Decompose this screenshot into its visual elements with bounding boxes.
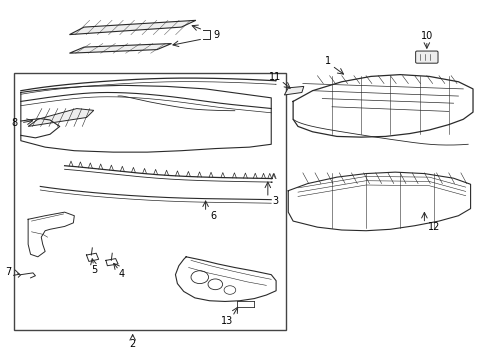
FancyBboxPatch shape (415, 51, 437, 63)
Polygon shape (69, 20, 196, 35)
Text: 2: 2 (129, 339, 136, 348)
Text: 10: 10 (420, 31, 432, 41)
Polygon shape (69, 44, 171, 53)
Text: 6: 6 (210, 211, 216, 221)
Text: 4: 4 (119, 269, 125, 279)
Text: 7: 7 (5, 267, 12, 277)
Bar (14, 73, 285, 330)
Text: 3: 3 (272, 197, 278, 206)
Text: 13: 13 (221, 316, 233, 326)
Text: 8: 8 (11, 118, 17, 128)
Text: 12: 12 (427, 222, 440, 232)
Text: 11: 11 (268, 72, 280, 82)
Text: 9: 9 (212, 30, 219, 40)
Text: 5: 5 (91, 265, 98, 275)
Polygon shape (28, 109, 94, 126)
Polygon shape (284, 86, 303, 95)
Text: 1: 1 (325, 57, 330, 66)
